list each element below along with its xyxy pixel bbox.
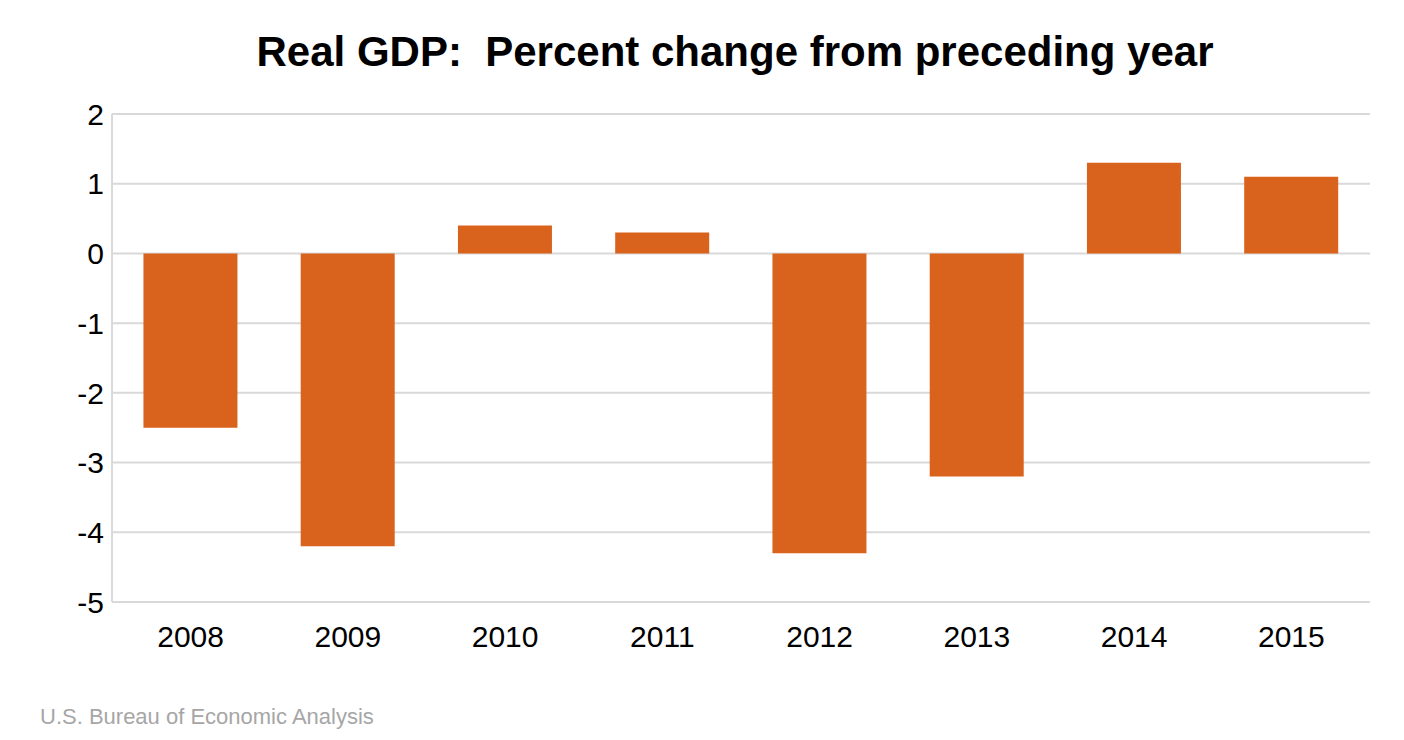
svg-text:2015: 2015	[1258, 620, 1325, 653]
svg-text:2012: 2012	[786, 620, 853, 653]
svg-text:-2: -2	[77, 377, 104, 410]
html-text:U.S. Bureau of Economic Analys: U.S. Bureau of Economic Analysis	[40, 704, 374, 729]
svg-text:1: 1	[87, 167, 104, 200]
svg-text:2: 2	[87, 98, 104, 131]
svg-text:-3: -3	[77, 446, 104, 479]
svg-text:2014: 2014	[1101, 620, 1168, 653]
svg-text:-1: -1	[77, 307, 104, 340]
svg-text:-4: -4	[77, 516, 104, 549]
svg-text:2009: 2009	[315, 620, 382, 653]
svg-text:-5: -5	[77, 586, 104, 619]
svg-text:2008: 2008	[157, 620, 224, 653]
svg-text:2010: 2010	[472, 620, 539, 653]
svg-text:2013: 2013	[944, 620, 1011, 653]
html-text:Real GDP: Percent change from: Real GDP: Percent change from preceding …	[256, 28, 1214, 75]
svg-text:2011: 2011	[630, 620, 695, 653]
svg-text:0: 0	[87, 237, 104, 270]
